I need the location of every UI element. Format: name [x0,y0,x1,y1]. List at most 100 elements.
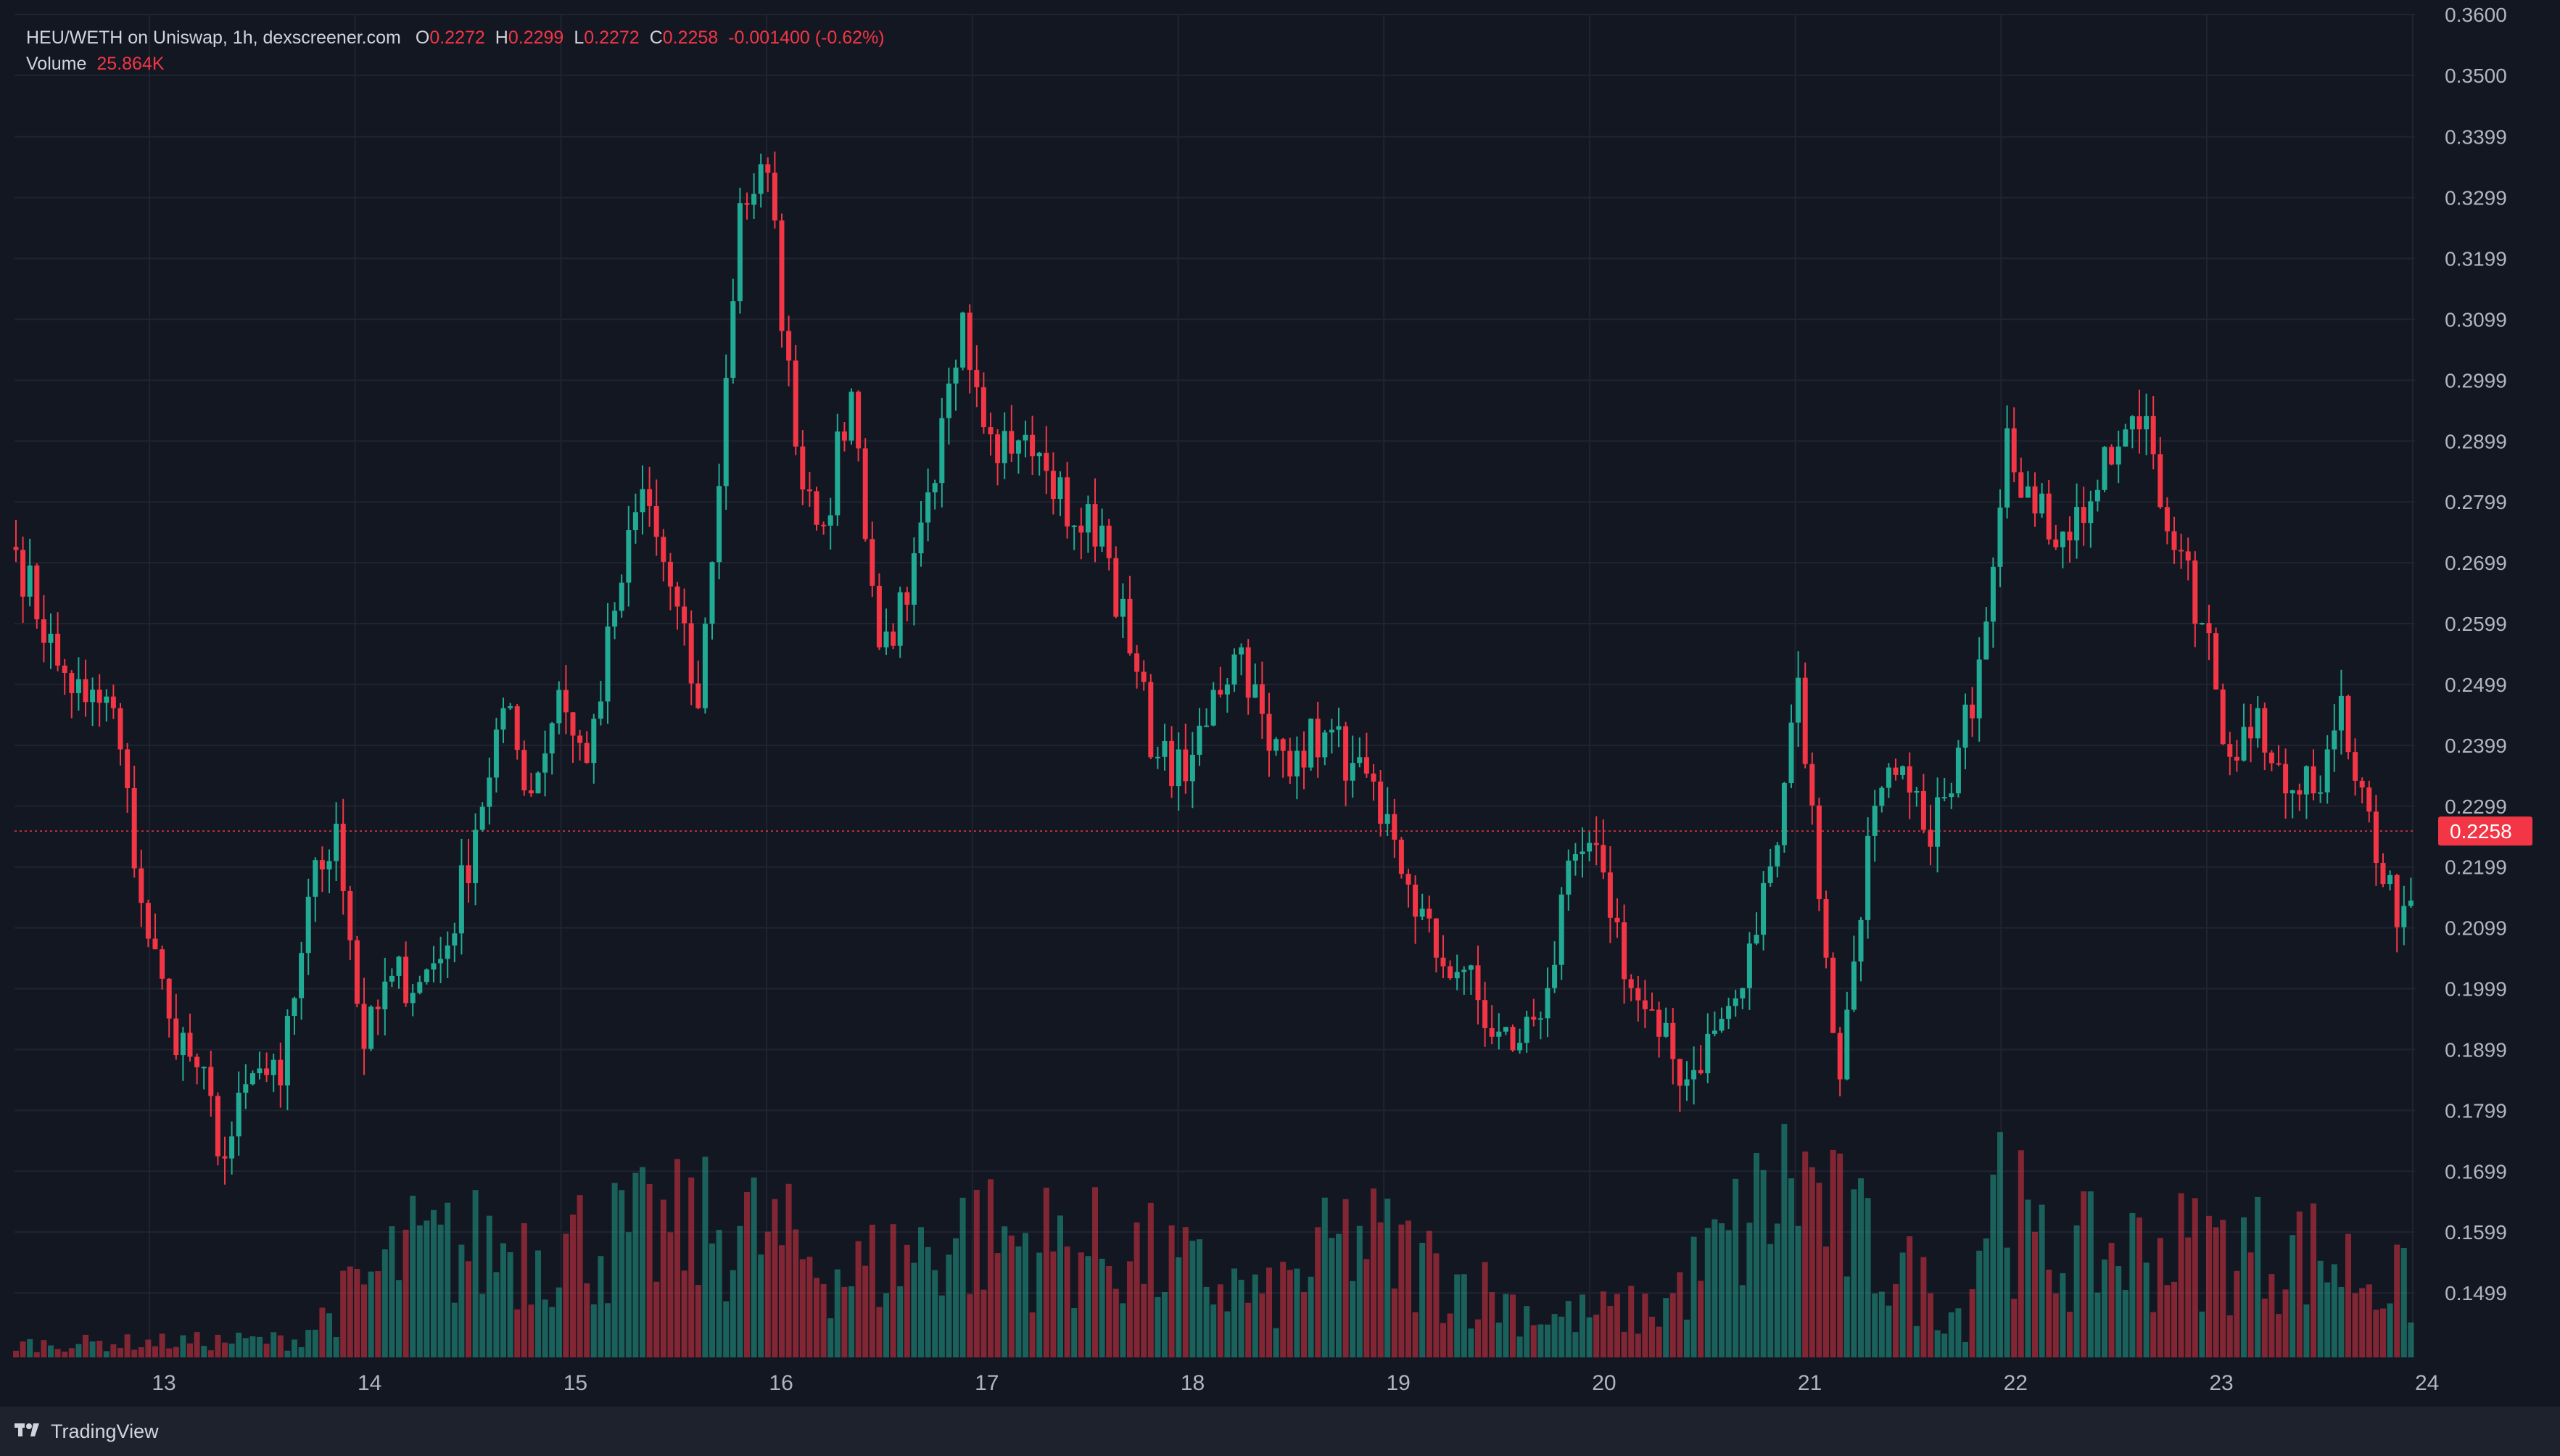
candle-body [2401,906,2407,927]
volume-bar [938,1295,945,1357]
volume-bar [1551,1314,1558,1357]
volume-bar [1085,1256,1091,1357]
volume-bar [1238,1279,1244,1357]
volume-bar [2178,1193,2184,1357]
volume-bar [1134,1222,1140,1357]
candle-body [326,861,332,870]
volume-bar [2366,1284,2372,1357]
candle-body [626,530,632,583]
candle-body [1941,797,1947,799]
candle-body [131,787,137,869]
candle-body [110,696,116,708]
volume-bar [1669,1293,1676,1357]
time-tick-label: 23 [2209,1371,2233,1395]
volume-bar [1217,1284,1223,1357]
volume-bar [1210,1304,1217,1357]
candle-body [508,706,513,708]
pair-title[interactable]: HEU/WETH on Uniswap, 1h, dexscreener.com [26,28,401,48]
volume-bar [194,1332,200,1357]
volume-bar [228,1343,235,1357]
candle-body [403,956,409,1004]
candle-body [479,806,485,830]
candle-body [1955,748,1961,794]
volume-bar [500,1243,506,1357]
candle-body [932,483,938,493]
volume-bar [2073,1225,2080,1357]
candle-body [1155,756,1160,758]
candle-body [27,565,33,597]
volume-bar [1607,1305,1614,1357]
candle-body [1461,969,1467,972]
candle-body [104,696,110,703]
price-axis-panel[interactable] [2415,0,2560,1407]
volume-bar [1162,1292,1168,1357]
candle-body [1231,654,1237,685]
candle-body [591,719,597,764]
candle-body [2144,415,2150,430]
candle-body [1767,866,1773,883]
volume-bar [1586,1317,1593,1357]
low-label: L [574,28,585,48]
volume-bar [236,1332,242,1357]
candle-body [1593,843,1599,845]
candle-body [1371,773,1376,782]
volume-bar [535,1250,541,1357]
candle-body [1670,1022,1676,1059]
volume-bar [1913,1325,1920,1357]
price-axis: 0.1499 0.1599 0.1699 0.1799 0.1899 0.1999 0.20… [2445,4,2507,1304]
volume-bar [632,1172,639,1357]
volume-bar [959,1197,966,1357]
volume-bar [1767,1244,1774,1357]
candle-body [424,969,429,983]
candle-body [1162,740,1168,757]
candle-body [1510,1027,1516,1051]
time-axis-panel[interactable] [0,1357,2560,1407]
candle-body [2081,507,2086,524]
volume-bar [257,1336,263,1357]
tradingview-brand[interactable]: TradingView [15,1419,159,1444]
candle-body [821,524,827,526]
candle-body [946,383,951,418]
candle-body [1384,814,1390,824]
volume-bar [201,1346,207,1357]
volume-bar [1064,1246,1070,1357]
volume-bar [75,1344,82,1357]
volume-bar [2164,1285,2171,1357]
candle-body [2018,472,2024,498]
candle-body [717,486,722,563]
volume-bar [493,1272,500,1357]
volume-bar [785,1183,792,1357]
close-value: 0.2258 [662,28,719,48]
volume-bar [1830,1149,1836,1357]
candle-body [1426,909,1432,919]
volume-bar [1329,1238,1335,1357]
candle-body [208,1067,214,1096]
candle-body [1308,719,1314,768]
volume-bar [848,1286,854,1357]
candle-body [2213,633,2219,690]
candle-body [1622,922,1627,980]
volume-bar [1719,1223,1725,1357]
candle-body [1524,1017,1529,1043]
price-tick-label: 0.2899 [2445,430,2507,452]
volume-bar [1315,1227,1321,1357]
candle-body [236,1092,241,1137]
candle-body [827,515,833,526]
volume-label[interactable]: Volume [26,54,87,74]
volume-bar [2338,1286,2345,1357]
volume-bar [2387,1303,2393,1357]
volume-bar [2102,1259,2107,1357]
candle-body [166,978,172,1019]
candle-body [2150,415,2156,455]
volume-bar [653,1281,660,1357]
candle-body [2283,764,2289,794]
candle-body [1531,1017,1537,1020]
candlesticks [13,152,2560,1185]
time-tick-label: 24 [2415,1371,2439,1395]
volume-bar [361,1284,367,1357]
candle-body [1545,988,1551,1019]
volume-bar [897,1286,904,1357]
candle-body [904,592,910,605]
candle-body [75,679,81,693]
